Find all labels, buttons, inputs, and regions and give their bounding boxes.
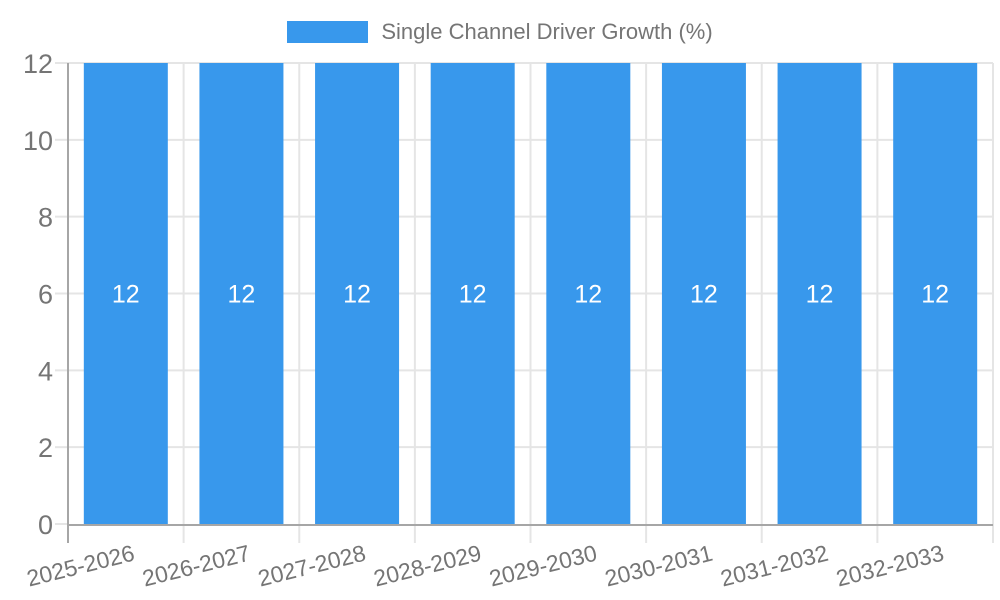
bar[interactable] xyxy=(893,63,978,524)
bar[interactable] xyxy=(83,63,168,524)
bar-value-label: 12 xyxy=(228,281,256,309)
bar-value-label: 12 xyxy=(921,281,949,309)
bar-value-label: 12 xyxy=(806,281,834,309)
bar-value-label: 12 xyxy=(574,281,602,309)
x-tick-label: 2030-2031 xyxy=(602,540,715,592)
x-tick-label: 2026-2027 xyxy=(140,540,253,592)
y-tick-label: 4 xyxy=(38,356,53,386)
bar-value-label: 12 xyxy=(459,281,487,309)
legend-label: Single Channel Driver Growth (%) xyxy=(381,19,713,44)
legend-swatch xyxy=(287,21,369,43)
bar-value-label: 12 xyxy=(690,281,718,309)
x-tick-label: 2025-2026 xyxy=(24,540,137,592)
y-tick-label: 12 xyxy=(23,49,53,79)
y-tick-label: 0 xyxy=(38,510,53,540)
x-tick-label: 2031-2032 xyxy=(718,540,831,592)
bar[interactable] xyxy=(315,63,400,524)
x-tick-label: 2028-2029 xyxy=(371,540,484,592)
y-tick-label: 10 xyxy=(23,126,53,156)
bar[interactable] xyxy=(199,63,284,524)
y-tick-label: 2 xyxy=(38,433,53,463)
bar[interactable] xyxy=(430,63,515,524)
x-tick-label: 2027-2028 xyxy=(255,540,368,592)
bar[interactable] xyxy=(546,63,631,524)
x-tick-label: 2032-2033 xyxy=(833,540,946,592)
y-tick-label: 8 xyxy=(38,203,53,233)
bar-value-label: 12 xyxy=(112,281,140,309)
bar[interactable] xyxy=(661,63,746,524)
y-tick-label: 6 xyxy=(38,280,53,310)
x-tick-label: 2029-2030 xyxy=(486,540,599,592)
bar[interactable] xyxy=(777,63,862,524)
chart-legend[interactable]: Single Channel Driver Growth (%) xyxy=(0,19,1000,45)
bar-value-label: 12 xyxy=(343,281,371,309)
